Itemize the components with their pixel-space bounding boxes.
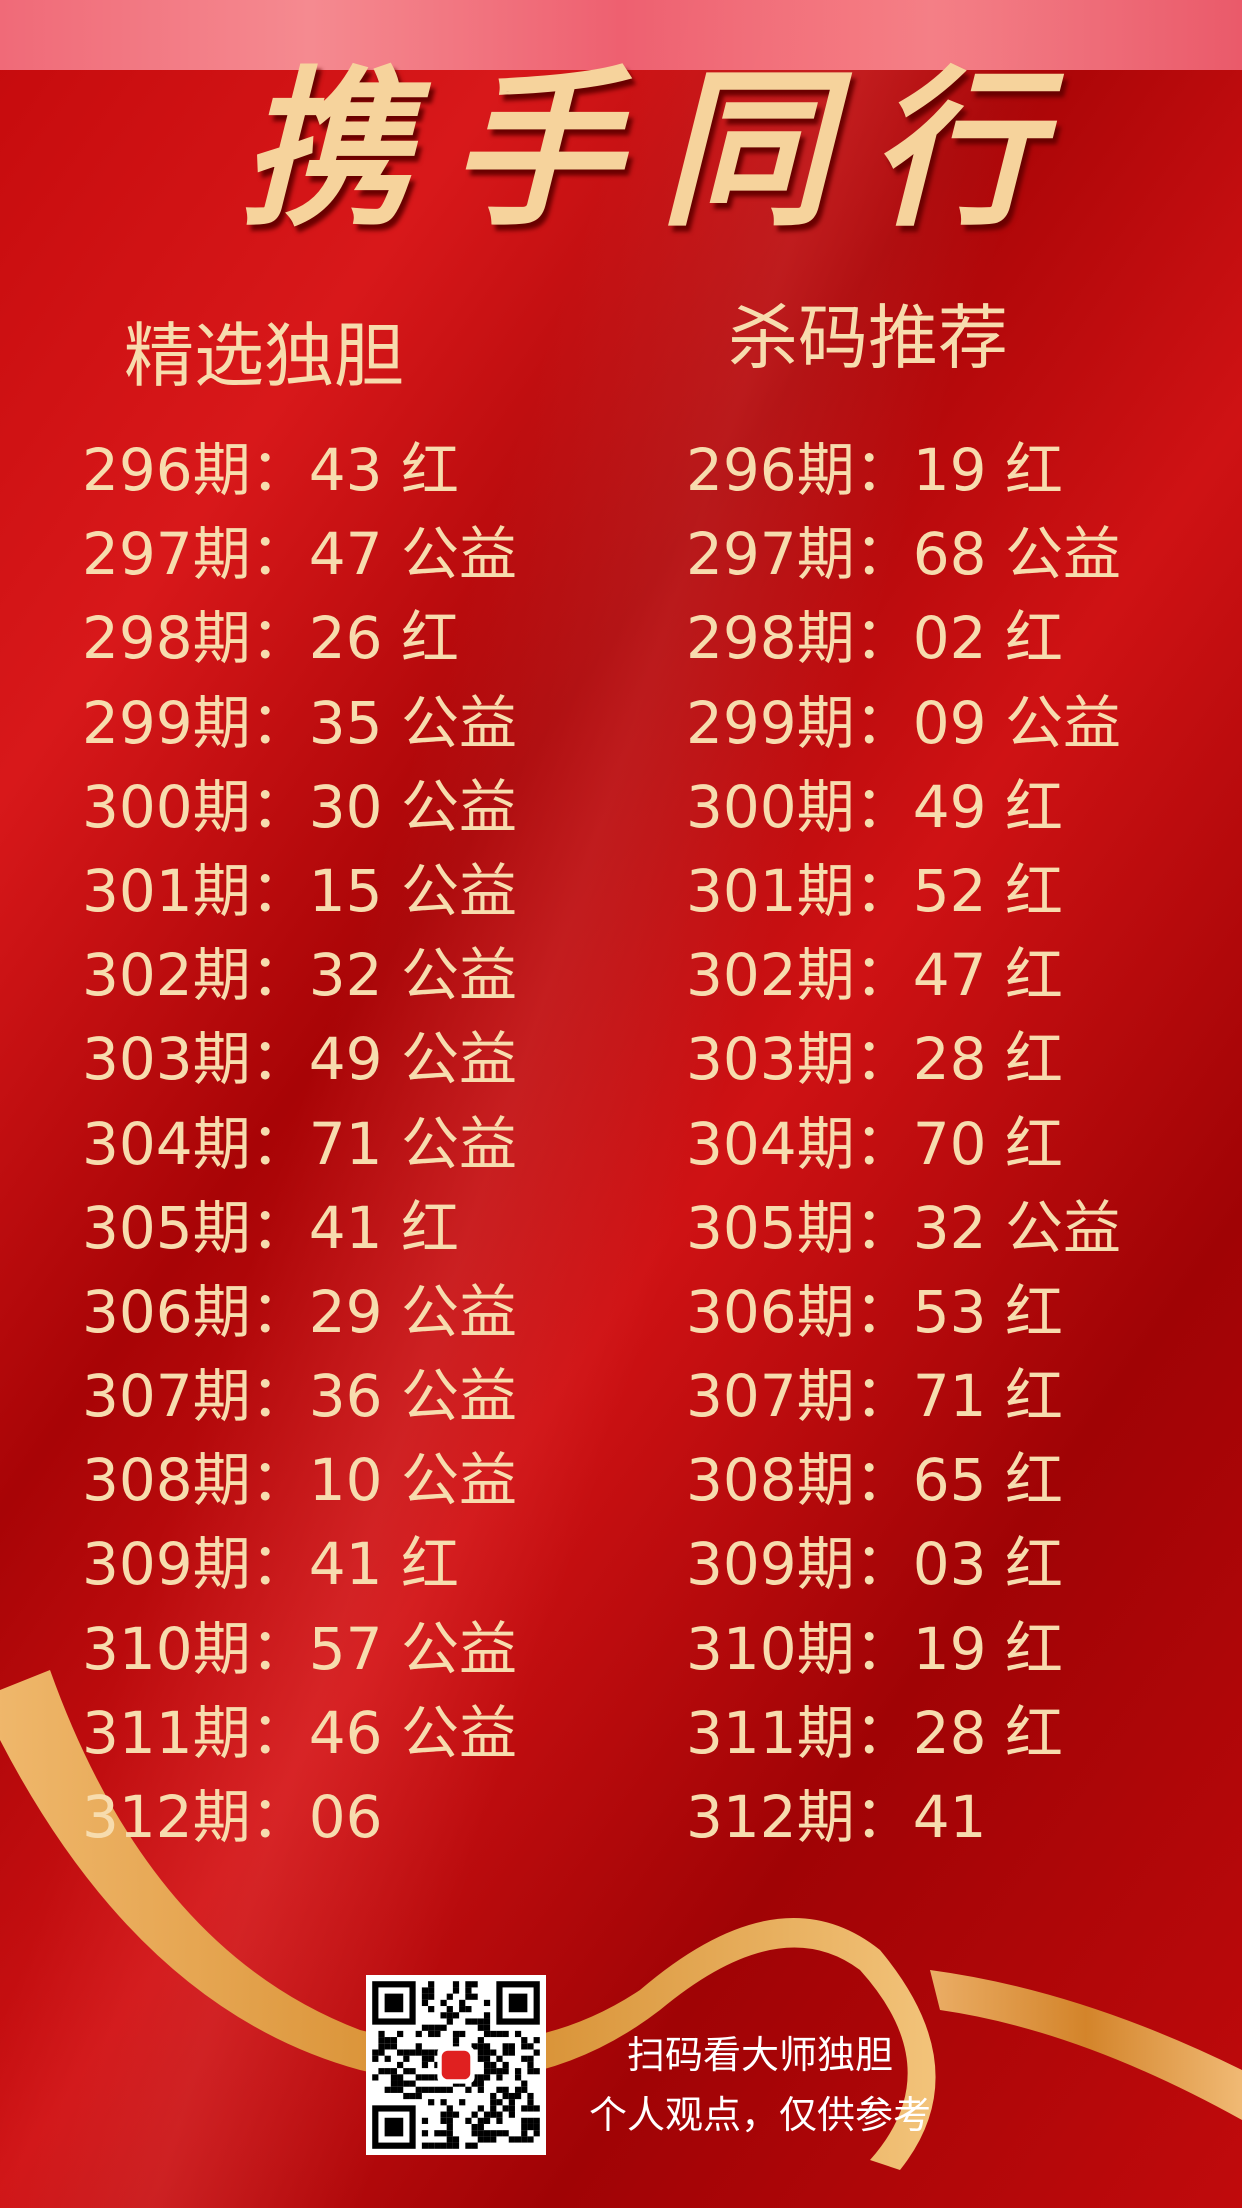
list-item: 309期：03 红 [686, 1530, 1063, 1599]
qr-code[interactable] [366, 1975, 546, 2155]
page-title: 携手同行 [239, 50, 1080, 250]
left-column-heading: 精选独胆 [124, 315, 404, 397]
list-item: 297期：68 公益 [686, 520, 1121, 589]
list-item: 306期：53 红 [686, 1277, 1063, 1346]
list-item: 302期：47 红 [686, 941, 1063, 1010]
list-item: 296期：19 红 [686, 436, 1063, 504]
list-item: 303期：49 公益 [82, 1025, 517, 1094]
list-item: 305期：41 红 [82, 1193, 459, 1262]
list-item: 311期：28 红 [686, 1698, 1063, 1767]
list-item: 302期：32 公益 [82, 941, 517, 1010]
list-item: 309期：41 红 [82, 1530, 459, 1599]
list-item: 303期：28 红 [686, 1025, 1063, 1094]
list-item: 304期：71 公益 [82, 1109, 517, 1178]
list-item: 307期：36 公益 [82, 1362, 517, 1431]
list-item: 308期：10 公益 [82, 1446, 517, 1515]
list-item: 299期：09 公益 [686, 688, 1121, 757]
list-item: 301期：15 公益 [82, 856, 517, 925]
list-item: 300期：49 红 [686, 772, 1063, 841]
list-item: 301期：52 红 [686, 856, 1063, 925]
decorative-top-band [0, 0, 1242, 70]
list-item: 308期：65 红 [686, 1446, 1063, 1515]
list-item: 305期：32 公益 [686, 1193, 1121, 1262]
list-item: 307期：71 红 [686, 1362, 1063, 1431]
list-item: 306期：29 公益 [82, 1277, 517, 1346]
list-item: 311期：46 公益 [82, 1698, 517, 1767]
list-item: 312期：06 [82, 1783, 383, 1851]
right-column-list: 296期：19 红 297期：68 公益 298期：02 红 299期：09 公益 30… [686, 428, 1121, 1859]
list-item: 299期：35 公益 [82, 688, 517, 757]
list-item: 310期：19 红 [686, 1614, 1063, 1683]
list-item: 296期：43 红 [82, 436, 459, 504]
list-item: 297期：47 公益 [82, 520, 517, 589]
left-column-list: 296期：43 红 297期：47 公益 298期：26 红 299期：35 公益 30… [82, 428, 517, 1859]
footer-scan-text: 扫码看大师独胆 [626, 2033, 893, 2077]
list-item: 300期：30 公益 [82, 772, 517, 841]
right-column-heading: 杀码推荐 [728, 297, 1008, 379]
list-item: 312期：41 [686, 1783, 987, 1851]
list-item: 298期：02 红 [686, 604, 1063, 673]
list-item: 298期：26 红 [82, 604, 459, 673]
list-item: 310期：57 公益 [82, 1614, 517, 1683]
list-item: 304期：70 红 [686, 1109, 1063, 1178]
footer-disclaimer: 个人观点，仅供参考 [588, 2093, 931, 2137]
